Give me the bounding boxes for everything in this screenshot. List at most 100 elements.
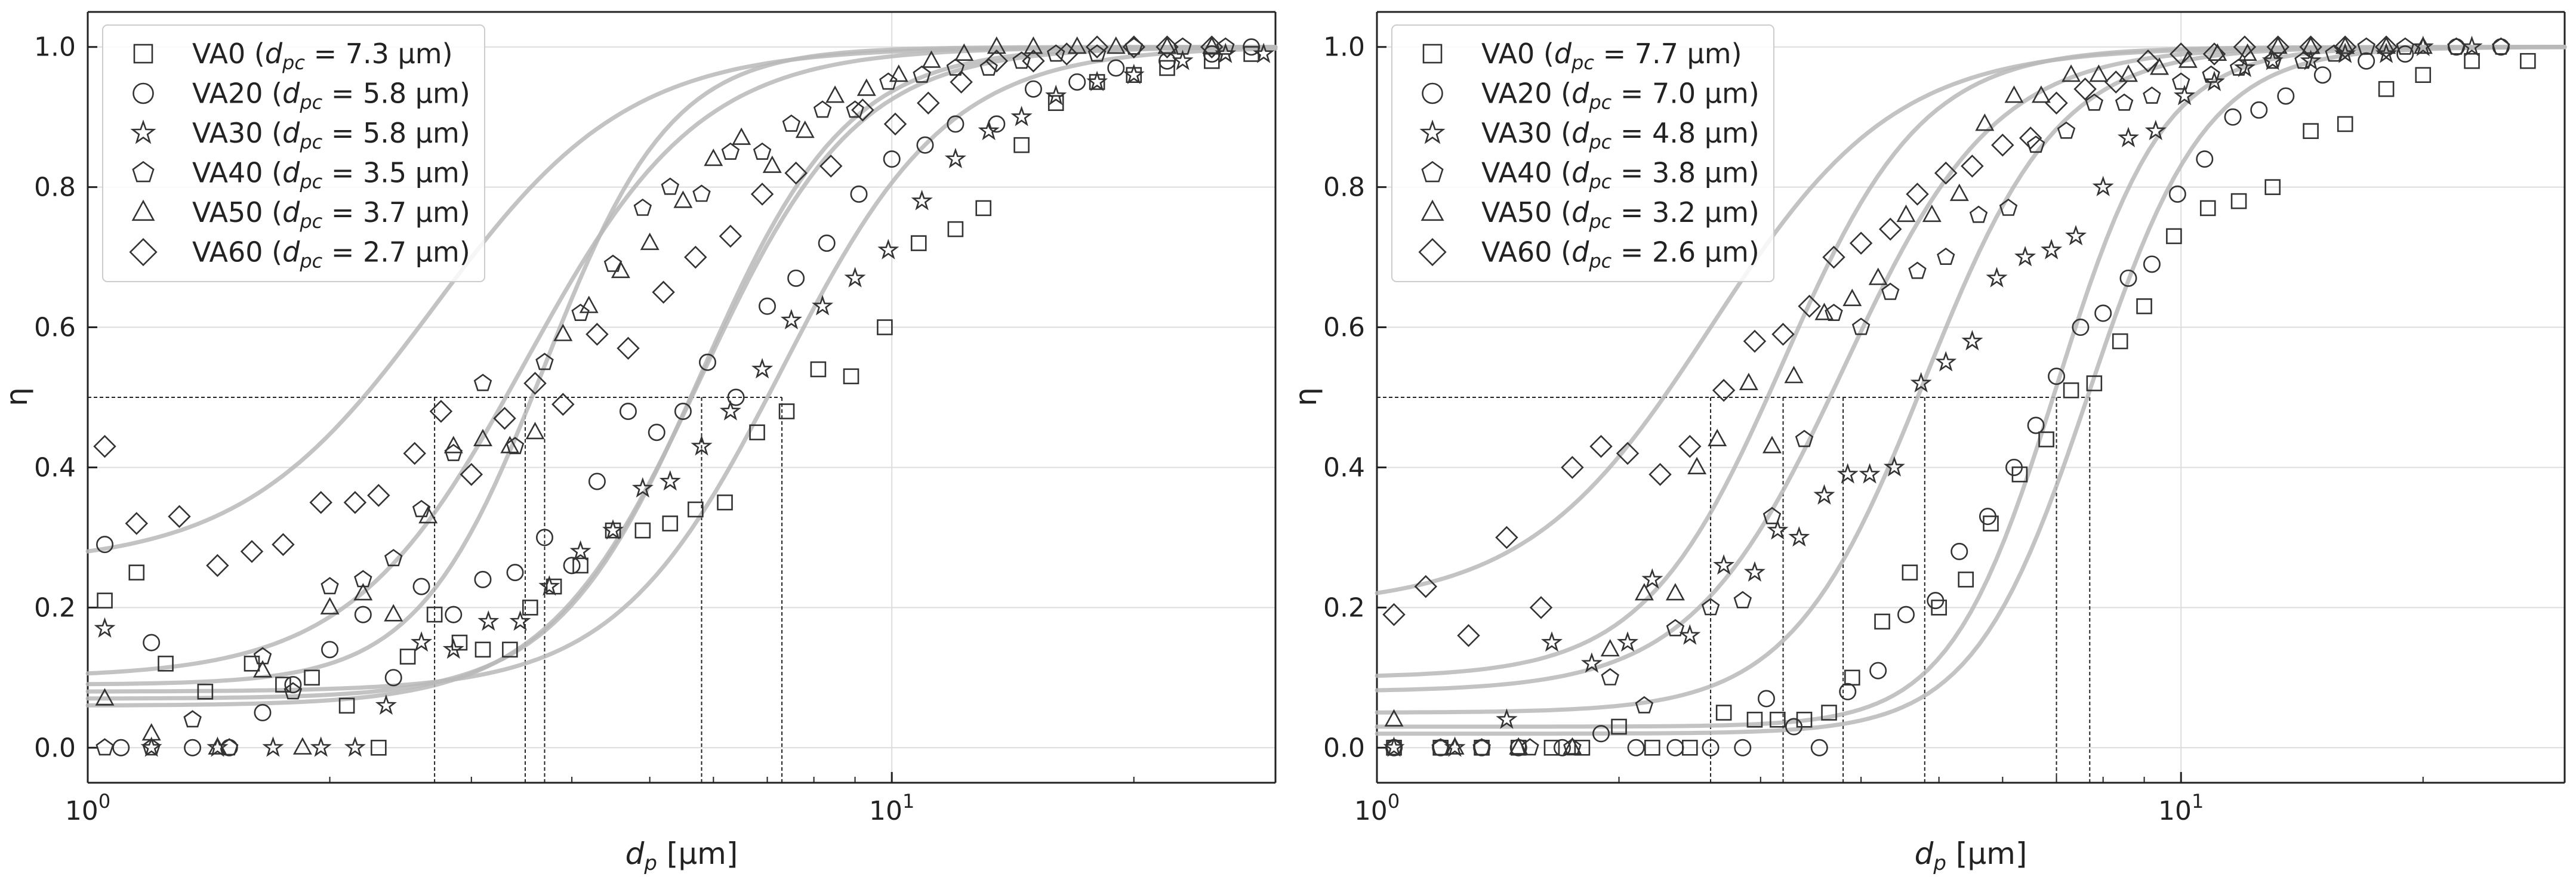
data-point xyxy=(2196,150,2214,168)
series-va40 xyxy=(95,37,1235,756)
data-point xyxy=(1616,441,1640,465)
data-point xyxy=(2199,200,2216,217)
legend-series-name: VA50 xyxy=(192,196,263,228)
x-tick-label-base: 10 xyxy=(869,796,902,826)
legend-dpc-symbol: d xyxy=(282,236,300,268)
data-point xyxy=(810,361,827,378)
data-point xyxy=(426,606,443,623)
data-point xyxy=(1580,652,1603,673)
data-point xyxy=(787,269,805,287)
data-point xyxy=(2520,53,2536,69)
data-point xyxy=(344,736,366,757)
data-point xyxy=(877,319,893,335)
data-point xyxy=(749,424,765,441)
data-point xyxy=(1635,696,1654,714)
data-point xyxy=(634,522,651,539)
data-point xyxy=(2169,42,2193,66)
legend-entry: VA60 (dpc = 2.7 μm) xyxy=(129,236,470,273)
legend-paren-open: ( xyxy=(263,196,283,228)
data-point xyxy=(916,136,934,154)
fit-curve xyxy=(85,45,1278,701)
legend-dpc-subscript: pc xyxy=(1571,51,1594,74)
data-point xyxy=(1046,44,1065,62)
data-point xyxy=(1743,561,1765,582)
data-point xyxy=(883,150,901,168)
data-point xyxy=(569,540,591,561)
data-point xyxy=(1045,84,1067,106)
legend-label: VA30 (dpc = 4.8 μm) xyxy=(1481,117,1760,153)
y-tick-label: 0.8 xyxy=(34,172,76,203)
legend-dpc-value: = 3.2 μm xyxy=(1611,196,1749,228)
legend-dpc-subscript: pc xyxy=(299,210,322,233)
data-point xyxy=(367,484,390,507)
data-point xyxy=(1472,738,1491,756)
data-point xyxy=(1431,738,1450,756)
y-axis-label: η xyxy=(0,387,34,406)
data-point xyxy=(304,669,320,686)
data-point xyxy=(493,406,516,430)
data-point xyxy=(2057,121,2076,139)
legend-label: VA50 (dpc = 3.2 μm) xyxy=(1481,196,1760,233)
x-tick-label-exponent: 0 xyxy=(1388,790,1400,813)
data-point xyxy=(143,634,161,651)
data-point xyxy=(640,232,660,251)
data-point xyxy=(2089,64,2109,82)
data-point xyxy=(1999,198,2018,216)
data-point xyxy=(2396,37,2415,55)
data-point xyxy=(2031,85,2051,103)
data-point xyxy=(819,155,843,178)
data-point xyxy=(1024,36,1043,54)
legend-dpc-value: = 3.5 μm xyxy=(322,157,460,189)
data-point xyxy=(2150,57,2169,75)
data-point xyxy=(846,100,864,118)
data-point xyxy=(1561,456,1584,479)
legend-series-name: VA0 xyxy=(192,38,245,70)
legend-paren-close: ) xyxy=(442,38,453,70)
data-point xyxy=(97,592,113,609)
data-point xyxy=(477,610,500,631)
data-point xyxy=(1563,737,1582,755)
data-point xyxy=(978,119,1000,140)
legend-dpc-subscript: pc xyxy=(1588,250,1611,273)
data-point xyxy=(168,505,191,528)
data-point xyxy=(207,736,229,757)
data-point xyxy=(523,372,547,395)
data-point xyxy=(1383,736,1405,757)
data-point xyxy=(1701,598,1720,616)
data-point xyxy=(1795,430,1814,447)
data-point xyxy=(692,184,711,202)
legend-dpc-value: = 3.7 μm xyxy=(322,196,460,228)
data-point xyxy=(856,78,876,96)
data-point xyxy=(1837,463,1859,484)
data-point xyxy=(732,127,751,145)
data-point xyxy=(617,336,640,360)
data-point xyxy=(602,519,624,540)
legend-entry: VA40 (dpc = 3.8 μm) xyxy=(1421,157,1760,193)
data-point xyxy=(812,295,834,316)
data-point xyxy=(719,224,742,248)
data-point xyxy=(460,462,483,486)
data-point xyxy=(571,304,590,322)
legend-marker xyxy=(1418,237,1447,267)
data-point xyxy=(1666,619,1685,637)
data-point xyxy=(2063,382,2079,399)
data-point xyxy=(883,112,907,136)
data-point xyxy=(1762,507,1782,524)
data-point xyxy=(1385,738,1403,756)
data-point xyxy=(619,402,637,420)
data-point xyxy=(1908,261,1927,279)
legend-dpc-subscript: pc xyxy=(299,250,322,273)
legend-paren-open: ( xyxy=(1552,196,1572,228)
data-point xyxy=(1641,568,1663,589)
data-point xyxy=(950,70,973,94)
data-point xyxy=(877,239,899,260)
data-point xyxy=(1897,606,1915,623)
data-point xyxy=(1013,137,1030,153)
data-point xyxy=(2374,35,2398,58)
legend-marker xyxy=(1419,119,1446,144)
data-point xyxy=(1644,739,1660,756)
legend-dpc-value: = 4.8 μm xyxy=(1611,117,1749,149)
legend-paren-close: ) xyxy=(460,117,470,149)
data-point xyxy=(2143,255,2161,273)
